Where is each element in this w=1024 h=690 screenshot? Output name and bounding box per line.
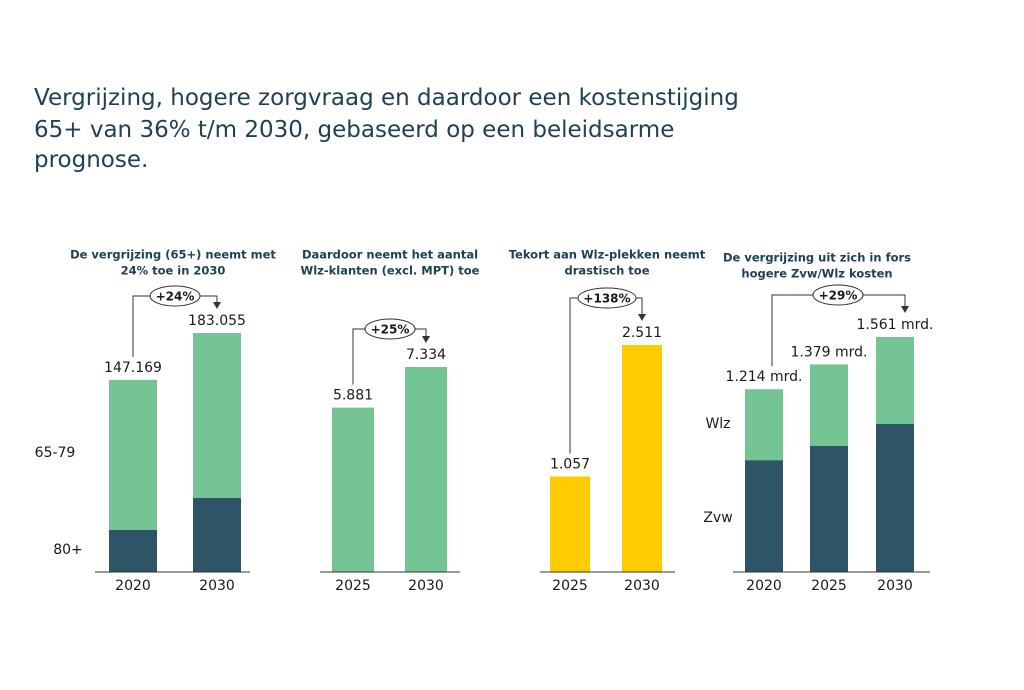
x-tick-label: 2025	[335, 578, 371, 594]
total-label: 1.561 mrd.	[856, 317, 933, 333]
title-line: 65+ van 36% t/m 2030, gebaseerd op een b…	[34, 117, 674, 143]
value-label: 7.334	[406, 347, 446, 363]
chart-subtitle: Wlz-klanten (excl. MPT) toe	[301, 264, 480, 278]
bar-segment	[193, 497, 241, 572]
chart-subtitle: drastisch toe	[565, 264, 650, 278]
bar-segment	[810, 364, 848, 446]
badge-text: +29%	[819, 289, 858, 303]
x-tick-label: 2025	[811, 578, 847, 594]
arrow-head	[901, 306, 909, 313]
bar-segment	[876, 337, 914, 425]
bar-segment	[109, 379, 157, 530]
series-label: Wlz	[705, 416, 730, 432]
badge-text: +25%	[371, 323, 410, 337]
bar	[332, 407, 374, 572]
x-tick-label: 2025	[552, 578, 588, 594]
chart-subtitle: hogere Zvw/Wlz kosten	[741, 267, 892, 281]
series-label: 65-79	[35, 445, 76, 461]
badge	[149, 285, 201, 307]
chart-subtitle: 24% toe in 2030	[121, 264, 226, 278]
x-tick-label: 2030	[408, 578, 444, 594]
series-label: Zvw	[703, 510, 732, 526]
title-line: Vergrijzing, hogere zorgvraag en daardoo…	[34, 85, 739, 111]
chart-subtitle: Daardoor neemt het aantal	[302, 248, 478, 262]
chart-subtitle: De vergrijzing (65+) neemt met	[70, 248, 276, 262]
bar-segment	[876, 424, 914, 572]
badge	[577, 287, 637, 309]
value-label: 1.057	[550, 456, 590, 472]
x-tick-label: 2030	[199, 578, 235, 594]
total-label: 147.169	[104, 360, 162, 376]
bar-segment	[745, 460, 783, 572]
x-tick-label: 2030	[877, 578, 913, 594]
badge-text: +24%	[156, 290, 195, 304]
arrow-head	[422, 336, 430, 343]
total-label: 1.214 mrd.	[725, 369, 802, 385]
series-label: 80+	[53, 542, 83, 558]
badge-text: +138%	[583, 292, 630, 306]
bar	[405, 367, 447, 572]
total-label: 1.379 mrd.	[790, 344, 867, 360]
title-line: prognose.	[34, 147, 148, 173]
value-label: 5.881	[333, 388, 373, 404]
bar-segment	[193, 333, 241, 498]
arrow-head	[213, 302, 221, 309]
badge	[364, 318, 416, 340]
chart-subtitle: Tekort aan Wlz-plekken neemt	[509, 248, 706, 262]
arrow-head	[638, 314, 646, 321]
bar	[622, 345, 662, 572]
bar-segment	[109, 529, 157, 572]
x-tick-label: 2020	[115, 578, 151, 594]
badge	[812, 284, 864, 306]
value-label: 2.511	[622, 325, 662, 341]
bar	[550, 476, 590, 572]
total-label: 183.055	[188, 313, 246, 329]
x-tick-label: 2030	[624, 578, 660, 594]
bar-segment	[810, 445, 848, 572]
x-tick-label: 2020	[746, 578, 782, 594]
bar-segment	[745, 389, 783, 461]
chart-subtitle: De vergrijzing uit zich in fors	[723, 251, 911, 265]
